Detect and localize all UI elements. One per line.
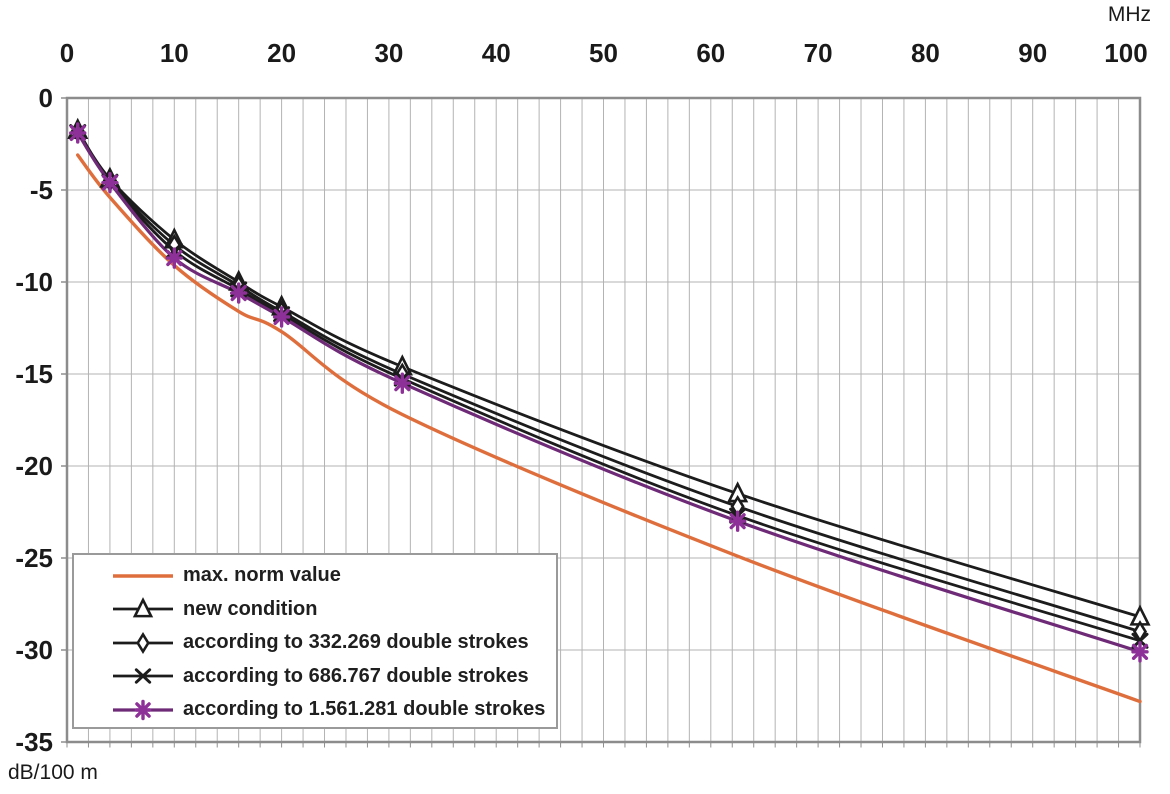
marker-triangle <box>132 597 154 618</box>
legend-marker-sample <box>113 699 173 720</box>
marker-asterisk <box>1131 641 1149 663</box>
legend-item: according to 1.561.281 double strokes <box>110 693 556 727</box>
legend-item-label: max. norm value <box>183 564 341 587</box>
legend-item: according to 686.767 double strokes <box>110 660 556 694</box>
legend-item: new condition <box>110 593 556 627</box>
x-tick-label: 70 <box>804 38 833 68</box>
marker-asterisk <box>101 171 119 194</box>
series-line <box>76 130 1142 643</box>
legend-marker-sample <box>113 574 173 578</box>
y-tick-label: -30 <box>15 635 53 665</box>
legend-item-label: according to 686.767 double strokes <box>183 664 529 687</box>
x-tick-label: 60 <box>696 38 725 68</box>
series-line <box>76 153 1142 704</box>
legend-marker-sample <box>113 631 173 654</box>
y-tick-label: -5 <box>30 175 53 205</box>
legend-marker-sample <box>113 597 173 618</box>
marker-asterisk <box>69 122 87 144</box>
marker-x <box>134 668 152 684</box>
series-line <box>76 131 1142 654</box>
marker-asterisk <box>229 282 248 304</box>
marker-asterisk <box>272 306 291 328</box>
legend-item-label: according to 332.269 double strokes <box>183 631 529 654</box>
x-tick-label: 50 <box>589 38 618 68</box>
y-tick-label: -25 <box>15 543 53 573</box>
y-tick-label: -10 <box>15 267 53 297</box>
y-tick-label: 0 <box>39 83 53 113</box>
y-tick-label: -35 <box>15 727 53 757</box>
marker-diamond <box>136 631 150 654</box>
legend-item-label: new condition <box>183 597 318 620</box>
x-tick-label: 0 <box>60 38 74 68</box>
y-tick-label: -20 <box>15 451 53 481</box>
x-tick-label: 30 <box>374 38 403 68</box>
marker-asterisk <box>728 510 747 532</box>
data-series-markers <box>67 117 1151 663</box>
x-tick-label: 20 <box>267 38 296 68</box>
series-line <box>76 129 1142 633</box>
plot-frame <box>65 96 1142 744</box>
y-axis-tick-labels: 0 -5 -10 -15 -20 -25 -30 -35 <box>15 83 53 757</box>
legend-item: according to 332.269 double strokes <box>110 626 556 660</box>
x-tick-label: 90 <box>1018 38 1047 68</box>
x-tick-label: 40 <box>482 38 511 68</box>
x-axis-unit-label: MHz <box>1108 3 1151 26</box>
marker-asterisk <box>393 372 412 394</box>
legend-item-label: according to 1.561.281 double strokes <box>183 698 546 721</box>
series-line <box>76 128 1142 619</box>
x-tick-label: 100 <box>1104 38 1147 68</box>
x-axis-tick-labels: 0 10 20 30 40 50 60 70 80 90 100 <box>60 38 1148 68</box>
x-tick-label: 10 <box>160 38 189 68</box>
y-tick-label: -15 <box>15 359 53 389</box>
legend-marker-sample <box>113 668 173 684</box>
plot-border <box>65 96 1142 744</box>
data-series-lines <box>76 128 1142 704</box>
legend-item: max. norm value <box>110 559 556 593</box>
marker-asterisk <box>134 699 152 720</box>
y-axis-unit-label: dB/100 m <box>8 761 98 784</box>
legend: max. norm value new condition according to… <box>72 553 558 729</box>
x-tick-label: 80 <box>911 38 940 68</box>
marker-asterisk <box>165 247 183 269</box>
